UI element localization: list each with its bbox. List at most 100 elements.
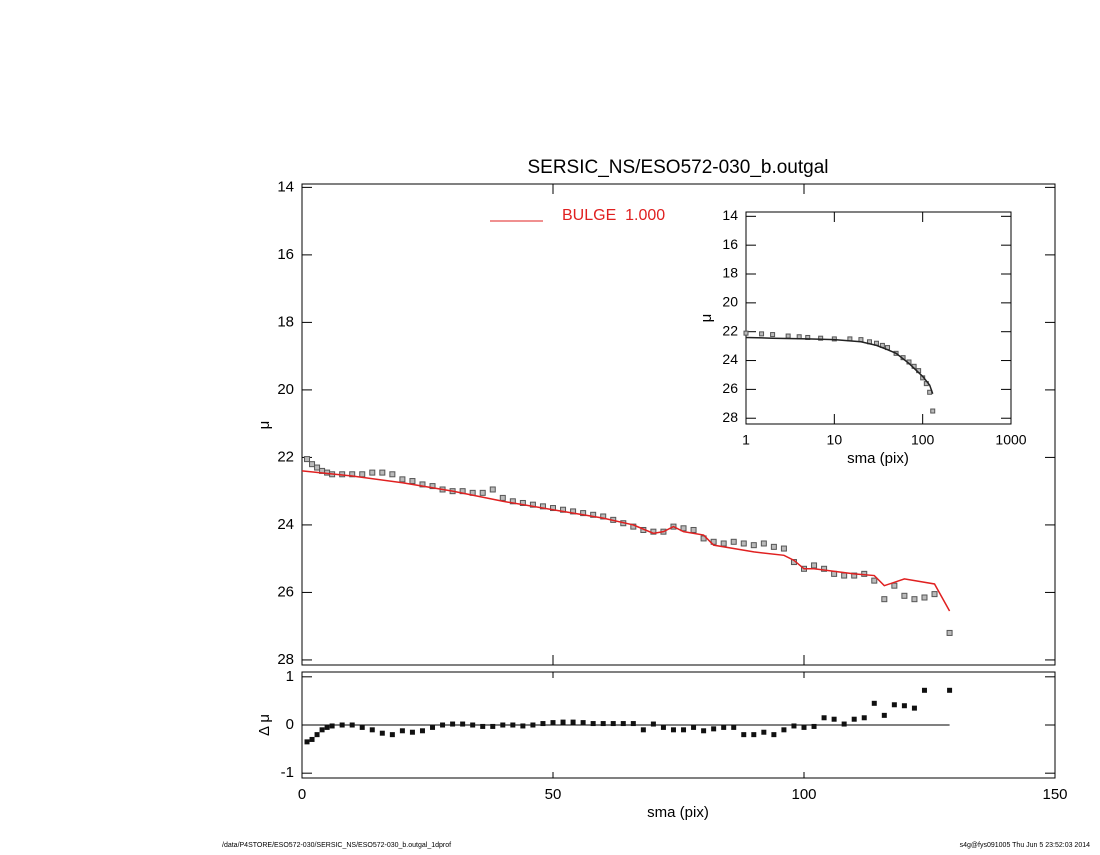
data-point [500, 722, 506, 728]
data-point [529, 501, 536, 508]
data-point [740, 540, 747, 547]
data-point [580, 510, 587, 517]
data-point [821, 715, 827, 721]
data-point [450, 721, 456, 727]
data-point [409, 478, 416, 485]
data-point [419, 728, 425, 734]
inset-frame [745, 211, 1012, 425]
model-line [745, 336, 934, 394]
data-point [480, 723, 486, 729]
data-point [750, 542, 757, 549]
data-point [490, 723, 496, 729]
data-point [680, 525, 687, 532]
data-point [570, 719, 576, 725]
data-point [359, 724, 365, 730]
data-point [580, 720, 586, 726]
data-point [460, 721, 466, 727]
y-tick-label: 16 [277, 246, 294, 263]
data-point [690, 526, 697, 533]
data-point [510, 722, 516, 728]
data-point [389, 471, 396, 478]
data-point [539, 503, 546, 510]
data-point [440, 722, 446, 728]
data-point [930, 408, 936, 414]
y-tick-label: 0 [286, 716, 294, 733]
data-point [479, 489, 486, 496]
y-axis-label: μ [698, 314, 715, 323]
data-point [811, 562, 818, 569]
data-point [489, 486, 496, 493]
data-point [314, 464, 321, 471]
data-point [821, 565, 828, 572]
data-point [349, 722, 355, 728]
y-tick-label: 1 [286, 668, 294, 685]
data-point [349, 471, 356, 478]
data-point [811, 723, 817, 729]
y-axis-label: Δ μ [256, 714, 273, 736]
x-tick-label: 100 [911, 432, 935, 448]
data-point [550, 720, 556, 726]
data-point [720, 540, 727, 547]
data-point [610, 721, 616, 727]
data-point [650, 721, 656, 727]
data-point [831, 716, 837, 722]
data-point [379, 730, 385, 736]
data-point [770, 332, 776, 338]
data-point [304, 456, 311, 463]
data-point [509, 498, 516, 505]
data-point [891, 582, 898, 589]
y-tick-label: 16 [722, 236, 738, 252]
data-point [620, 721, 626, 727]
data-point [640, 727, 646, 733]
y-tick-label: 28 [722, 409, 738, 425]
data-point [309, 461, 316, 468]
y-axis-label: μ [256, 421, 273, 430]
x-tick-label: 1 [742, 432, 750, 448]
data-point [550, 505, 556, 512]
data-point [701, 728, 707, 734]
y-tick-label: 28 [277, 651, 294, 668]
data-point [309, 736, 315, 742]
data-point [947, 687, 953, 693]
data-point [389, 732, 395, 738]
data-point [429, 483, 436, 490]
data-point [379, 469, 386, 476]
data-point [871, 577, 878, 584]
data-point [399, 476, 406, 483]
data-point [771, 732, 777, 738]
data-point [339, 722, 345, 728]
y-tick-label: 18 [722, 265, 738, 281]
data-point [560, 719, 566, 725]
data-point [590, 721, 596, 727]
main-frame [301, 183, 1056, 666]
data-point [409, 729, 415, 735]
data-point [730, 538, 737, 545]
y-tick-label: 24 [722, 351, 738, 367]
y-tick-label: 14 [277, 178, 294, 195]
data-point [921, 687, 927, 693]
data-point [560, 506, 567, 513]
data-point [841, 721, 847, 727]
x-axis-label: sma (pix) [847, 450, 909, 467]
data-point [600, 721, 606, 727]
data-point [499, 494, 506, 501]
x-axis-label: sma (pix) [647, 804, 709, 821]
data-point [731, 724, 737, 730]
data-point [540, 721, 546, 727]
y-tick-label: 20 [277, 381, 294, 398]
footer-path: /data/P4STORE/ESO572-030/SERSIC_NS/ESO57… [222, 842, 451, 849]
data-point [901, 592, 908, 599]
y-tick-label: 26 [722, 380, 738, 396]
x-tick-label: 0 [298, 786, 306, 803]
data-point [841, 572, 848, 579]
legend-label: BULGE 1.000 [562, 207, 665, 224]
data-point [891, 702, 897, 708]
y-tick-label: -1 [281, 764, 294, 781]
data-point [721, 724, 727, 730]
data-point [751, 732, 757, 738]
data-point [570, 508, 577, 515]
data-point [818, 335, 824, 341]
data-point [660, 724, 666, 730]
chart-title: SERSIC_NS/ESO572-030_b.outgal [527, 157, 828, 178]
